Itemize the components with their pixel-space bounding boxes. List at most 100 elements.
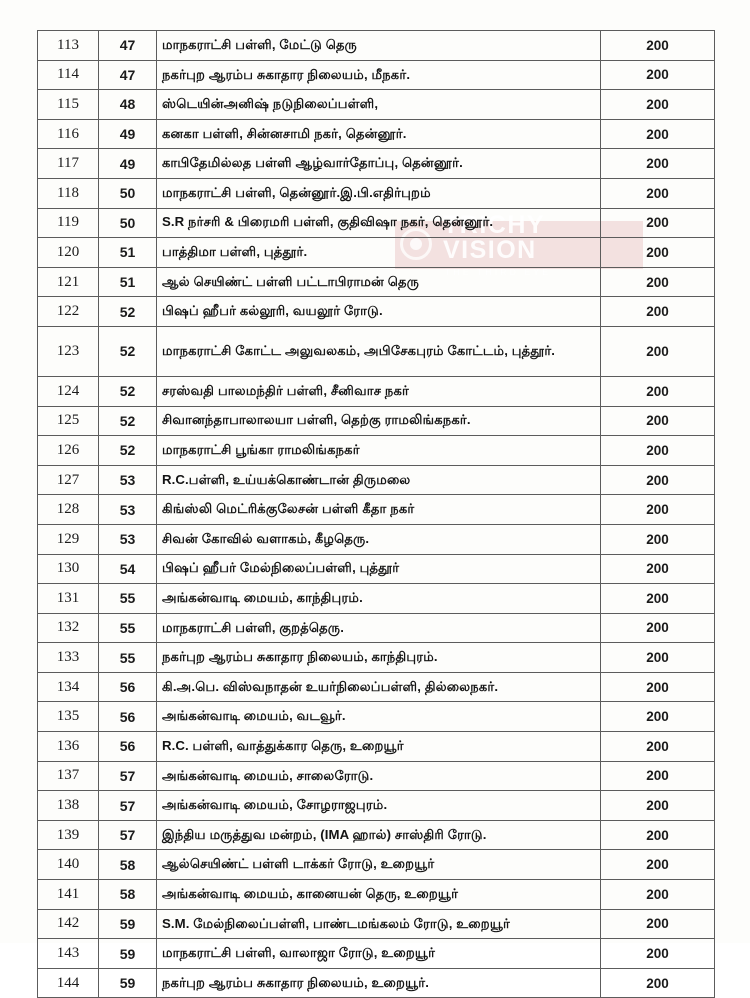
- place-name-cell: இந்திய மருத்துவ மன்றம், (IMA ஹால்) சாஸ்த…: [156, 819, 601, 851]
- ward-number-cell: 59: [98, 908, 157, 940]
- table-body: 113 47 மாநகராட்சி பள்ளி, மேட்டு தெரு 200 114…: [37, 30, 715, 998]
- ward-number-cell: 51: [98, 237, 157, 268]
- amount-cell: 200: [600, 296, 715, 327]
- amount-cell: 200: [600, 790, 715, 821]
- table-row: 134 56 கி.அ.பெ. விஸ்வநாதன் உயர்நிலைப்பள்ளி…: [37, 671, 715, 703]
- amount-cell: 200: [600, 177, 715, 209]
- serial-number-cell: 137: [37, 760, 99, 792]
- table-row: 120 51 பாத்திமா பள்ளி, புத்தூர். 200: [37, 237, 715, 268]
- ward-number-cell: 52: [98, 375, 157, 407]
- serial-number-cell: 128: [37, 494, 99, 525]
- ward-number-cell: 53: [98, 464, 157, 496]
- ward-number-cell: 49: [98, 148, 157, 179]
- ward-number-cell: 56: [98, 701, 157, 733]
- table-row: 126 52 மாநகராட்சி பூங்கா ராமலிங்கநகர் 200: [37, 435, 715, 466]
- place-name-cell: சரஸ்வதி பாலமந்திர் பள்ளி, சீனிவாச நகர்: [156, 375, 601, 407]
- place-name-cell: R.C.பள்ளி, உய்யக்கொண்டான் திருமலை: [156, 464, 601, 496]
- serial-number-cell: 139: [37, 819, 99, 851]
- ward-number-cell: 50: [98, 207, 157, 239]
- ward-number-cell: 55: [98, 583, 157, 614]
- place-name-cell: கனகா பள்ளி, சின்னசாமி நகர், தென்னூர்.: [156, 118, 601, 150]
- table-row: 118 50 மாநகராட்சி பள்ளி, தென்னூர்.இ.பி.எதி…: [37, 177, 715, 209]
- serial-number-cell: 144: [37, 967, 99, 998]
- serial-number-cell: 115: [37, 89, 99, 120]
- table-row: 143 59 மாநகராட்சி பள்ளி, வாலாஜா ரோடு, உறைய…: [37, 938, 715, 969]
- ward-number-cell: 57: [98, 790, 157, 821]
- amount-cell: 200: [600, 464, 715, 496]
- place-name-cell: மாநகராட்சி பள்ளி, குறத்தெரு.: [156, 612, 601, 644]
- place-name-cell: நகர்புற ஆரம்ப சுகாதார நிலையம், மீநகர்.: [156, 59, 601, 91]
- place-name-cell: மாநகராட்சி பள்ளி, மேட்டு தெரு: [156, 30, 601, 61]
- place-name-cell: R.C. பள்ளி, வாத்துக்கார தெரு, உறையூர்: [156, 731, 601, 762]
- serial-number-cell: 113: [37, 30, 99, 61]
- place-name-cell: காபிதேமில்லத பள்ளி ஆழ்வார்தோப்பு, தென்னூ…: [156, 148, 601, 179]
- amount-cell: 200: [600, 967, 715, 998]
- amount-cell: 200: [600, 849, 715, 881]
- table-row: 132 55 மாநகராட்சி பள்ளி, குறத்தெரு. 200: [37, 612, 715, 644]
- table-row: 144 59 நகர்புற ஆரம்ப சுகாதார நிலையம், உறைய…: [37, 967, 715, 998]
- place-name-cell: பிஷப் ஹீபர் மேல்நிலைப்பள்ளி, புத்தூர்: [156, 553, 601, 585]
- table-row: 129 53 சிவன் கோவில் வளாகம், கீழதெரு. 200: [37, 523, 715, 555]
- place-name-cell: ஆல் செயிண்ட் பள்ளி பட்டாபிராமன் தெரு: [156, 266, 601, 298]
- table-row: 124 52 சரஸ்வதி பாலமந்திர் பள்ளி, சீனிவாச ந…: [37, 375, 715, 407]
- table-row: 137 57 அங்கன்வாடி மையம், சாலைரோடு. 200: [37, 760, 715, 792]
- serial-number-cell: 116: [37, 118, 99, 150]
- amount-cell: 200: [600, 908, 715, 940]
- ward-number-cell: 59: [98, 938, 157, 969]
- table-row: 140 58 ஆல்செயிண்ட் பள்ளி டாக்கர் ரோடு, உறை…: [37, 849, 715, 881]
- amount-cell: 200: [600, 266, 715, 298]
- serial-number-cell: 131: [37, 583, 99, 614]
- amount-cell: 200: [600, 879, 715, 910]
- table-row: 125 52 சிவானந்தாபாலாலயா பள்ளி, தெற்கு ராமல…: [37, 405, 715, 437]
- ward-number-cell: 58: [98, 879, 157, 910]
- serial-number-cell: 129: [37, 523, 99, 555]
- place-name-cell: பிஷப் ஹீபர் கல்லூரி, வயலூர் ரோடு.: [156, 296, 601, 327]
- serial-number-cell: 134: [37, 671, 99, 703]
- ward-number-cell: 52: [98, 296, 157, 327]
- amount-cell: 200: [600, 819, 715, 851]
- place-name-cell: கி.அ.பெ. விஸ்வநாதன் உயர்நிலைப்பள்ளி, தில…: [156, 671, 601, 703]
- serial-number-cell: 142: [37, 908, 99, 940]
- table-row: 141 58 அங்கன்வாடி மையம், கானையன் தெரு, உறை…: [37, 879, 715, 910]
- serial-number-cell: 141: [37, 879, 99, 910]
- ward-number-cell: 59: [98, 967, 157, 998]
- amount-cell: 200: [600, 701, 715, 733]
- amount-cell: 200: [600, 118, 715, 150]
- serial-number-cell: 132: [37, 612, 99, 644]
- ward-number-cell: 52: [98, 325, 157, 377]
- amount-cell: 200: [600, 731, 715, 762]
- serial-number-cell: 117: [37, 148, 99, 179]
- serial-number-cell: 140: [37, 849, 99, 881]
- table-row: 139 57 இந்திய மருத்துவ மன்றம், (IMA ஹால்) …: [37, 819, 715, 851]
- amount-cell: 200: [600, 612, 715, 644]
- table-row: 127 53 R.C.பள்ளி, உய்யக்கொண்டான் திருமலை 20…: [37, 464, 715, 496]
- amount-cell: 200: [600, 325, 715, 377]
- serial-number-cell: 138: [37, 790, 99, 821]
- place-name-cell: மாநகராட்சி பள்ளி, தென்னூர்.இ.பி.எதிர்புற…: [156, 177, 601, 209]
- place-name-cell: சிவானந்தாபாலாலயா பள்ளி, தெற்கு ராமலிங்கந…: [156, 405, 601, 437]
- ward-number-cell: 56: [98, 671, 157, 703]
- amount-cell: 200: [600, 938, 715, 969]
- amount-cell: 200: [600, 494, 715, 525]
- place-name-cell: அங்கன்வாடி மையம், சாலைரோடு.: [156, 760, 601, 792]
- table-row: 135 56 அங்கன்வாடி மையம், வடவூர். 200: [37, 701, 715, 733]
- ward-number-cell: 58: [98, 849, 157, 881]
- place-name-cell: கிங்ஸ்லி மெட்ரிக்குலேசன் பள்ளி கீதா நகர்: [156, 494, 601, 525]
- place-name-cell: சிவன் கோவில் வளாகம், கீழதெரு.: [156, 523, 601, 555]
- amount-cell: 200: [600, 59, 715, 91]
- ward-number-cell: 53: [98, 523, 157, 555]
- table-row: 133 55 நகர்புற ஆரம்ப சுகாதார நிலையம், காந்…: [37, 642, 715, 673]
- table-row: 117 49 காபிதேமில்லத பள்ளி ஆழ்வார்தோப்பு, த…: [37, 148, 715, 179]
- place-name-cell: ஸ்டெயின்அனிஷ் நடுநிலைப்பள்ளி,: [156, 89, 601, 120]
- serial-number-cell: 124: [37, 375, 99, 407]
- amount-cell: 200: [600, 583, 715, 614]
- ward-number-cell: 57: [98, 760, 157, 792]
- place-name-cell: மாநகராட்சி பூங்கா ராமலிங்கநகர்: [156, 435, 601, 466]
- serial-number-cell: 143: [37, 938, 99, 969]
- amount-cell: 200: [600, 671, 715, 703]
- amount-cell: 200: [600, 642, 715, 673]
- serial-number-cell: 119: [37, 207, 99, 239]
- serial-number-cell: 126: [37, 435, 99, 466]
- table-row: 119 50 S.R நர்சரி & பிரைமரி பள்ளி, குதிவிஷ…: [37, 207, 715, 239]
- amount-cell: 200: [600, 435, 715, 466]
